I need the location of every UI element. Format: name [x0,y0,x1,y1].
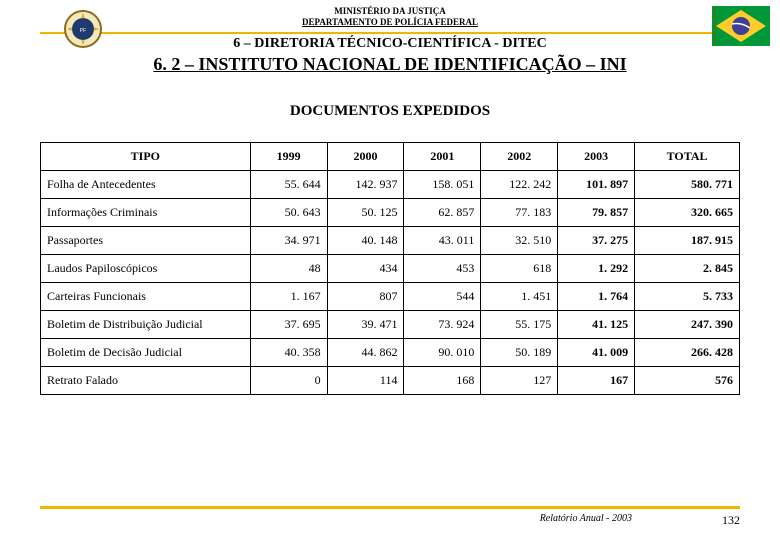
row-value: 77. 183 [481,198,558,226]
row-label: Folha de Antecedentes [41,170,251,198]
row-label: Carteiras Funcionais [41,282,251,310]
table-row: Informações Criminais50. 64350. 12562. 8… [41,198,740,226]
row-value: 55. 175 [481,310,558,338]
subtitle-ditec: 6 – DIRETORIA TÉCNICO-CIENTÍFICA - DITEC [0,36,780,52]
row-value: 122. 242 [481,170,558,198]
row-value: 1. 451 [481,282,558,310]
top-accent-rule [40,32,740,34]
row-value: 158. 051 [404,170,481,198]
row-value: 142. 937 [327,170,404,198]
row-value: 1. 764 [558,282,635,310]
footer: Relatório Anual - 2003 132 [40,506,740,528]
row-label: Retrato Falado [41,366,251,394]
table-header-cell: TIPO [41,142,251,170]
table-row: Laudos Papiloscópicos484344536181. 2922.… [41,254,740,282]
row-value: 580. 771 [635,170,740,198]
row-value: 1. 292 [558,254,635,282]
row-value: 576 [635,366,740,394]
row-value: 48 [250,254,327,282]
row-value: 37. 275 [558,226,635,254]
row-value: 453 [404,254,481,282]
table-row: Boletim de Decisão Judicial40. 35844. 86… [41,338,740,366]
row-label: Boletim de Distribuição Judicial [41,310,251,338]
row-value: 1. 167 [250,282,327,310]
row-value: 247. 390 [635,310,740,338]
table-header-cell: 2000 [327,142,404,170]
row-value: 101. 897 [558,170,635,198]
row-value: 43. 011 [404,226,481,254]
table-header-cell: 1999 [250,142,327,170]
row-value: 266. 428 [635,338,740,366]
subtitle-ini: 6. 2 – INSTITUTO NACIONAL DE IDENTIFICAÇ… [0,54,780,75]
row-label: Laudos Papiloscópicos [41,254,251,282]
row-value: 187. 915 [635,226,740,254]
row-value: 39. 471 [327,310,404,338]
report-label: Relatório Anual - 2003 [540,513,632,528]
row-value: 320. 665 [635,198,740,226]
table-row: Retrato Falado0114168127167576 [41,366,740,394]
row-value: 2. 845 [635,254,740,282]
documents-table: TIPO19992000200120022003TOTAL Folha de A… [40,142,740,395]
row-value: 50. 643 [250,198,327,226]
row-value: 0 [250,366,327,394]
row-value: 50. 189 [481,338,558,366]
row-value: 32. 510 [481,226,558,254]
brazil-flag-icon [712,6,770,51]
table-row: Passaportes34. 97140. 14843. 01132. 5103… [41,226,740,254]
row-value: 434 [327,254,404,282]
row-value: 114 [327,366,404,394]
row-value: 618 [481,254,558,282]
ministry-line2: DEPARTAMENTO DE POLÍCIA FEDERAL [0,17,780,28]
section-title: DOCUMENTOS EXPEDIDOS [0,103,780,120]
row-value: 544 [404,282,481,310]
table-row: Boletim de Distribuição Judicial37. 6953… [41,310,740,338]
row-value: 41. 125 [558,310,635,338]
table-header-cell: TOTAL [635,142,740,170]
row-label: Boletim de Decisão Judicial [41,338,251,366]
row-value: 34. 971 [250,226,327,254]
row-value: 127 [481,366,558,394]
table-header-cell: 2002 [481,142,558,170]
row-value: 79. 857 [558,198,635,226]
table-row: Carteiras Funcionais1. 1678075441. 4511.… [41,282,740,310]
row-value: 167 [558,366,635,394]
row-label: Passaportes [41,226,251,254]
row-value: 55. 644 [250,170,327,198]
federal-police-badge-icon: PF [60,6,106,57]
row-value: 41. 009 [558,338,635,366]
row-value: 50. 125 [327,198,404,226]
ministry-line1: MINISTÉRIO DA JUSTIÇA [0,6,780,17]
table-header-cell: 2003 [558,142,635,170]
row-value: 5. 733 [635,282,740,310]
row-value: 807 [327,282,404,310]
row-value: 90. 010 [404,338,481,366]
row-value: 73. 924 [404,310,481,338]
svg-text:PF: PF [80,28,86,34]
table-header-row: TIPO19992000200120022003TOTAL [41,142,740,170]
table-row: Folha de Antecedentes55. 644142. 937158.… [41,170,740,198]
row-value: 44. 862 [327,338,404,366]
row-value: 168 [404,366,481,394]
ministry-header: MINISTÉRIO DA JUSTIÇA DEPARTAMENTO DE PO… [0,0,780,28]
page-number: 132 [722,513,740,528]
row-value: 40. 358 [250,338,327,366]
table-header-cell: 2001 [404,142,481,170]
row-label: Informações Criminais [41,198,251,226]
bottom-accent-rule [40,506,740,509]
row-value: 40. 148 [327,226,404,254]
row-value: 37. 695 [250,310,327,338]
row-value: 62. 857 [404,198,481,226]
